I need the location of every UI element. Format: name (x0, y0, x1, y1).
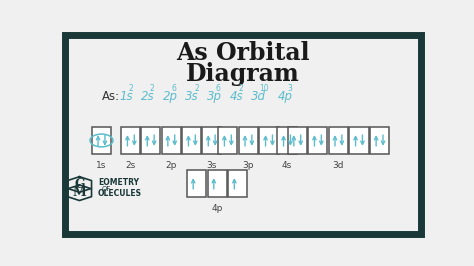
Text: 4s: 4s (229, 90, 243, 103)
Text: G: G (74, 178, 85, 191)
Text: OLECULES: OLECULES (98, 189, 142, 198)
Text: As Orbital: As Orbital (176, 41, 310, 65)
Bar (187, 170, 206, 197)
Text: 2: 2 (150, 84, 155, 93)
Bar (329, 127, 348, 154)
Text: Diagram: Diagram (186, 62, 300, 86)
Text: M: M (73, 186, 86, 199)
Bar (370, 127, 389, 154)
Text: 2s: 2s (141, 90, 155, 103)
Bar (277, 127, 297, 154)
Text: 3s: 3s (185, 90, 199, 103)
Text: 6: 6 (171, 84, 176, 93)
Bar (259, 127, 279, 154)
Text: 1s: 1s (96, 161, 107, 171)
Text: 3d: 3d (333, 161, 344, 171)
Text: 6: 6 (215, 84, 220, 93)
Text: 2: 2 (128, 84, 133, 93)
Text: 10: 10 (259, 84, 269, 93)
Bar (141, 127, 160, 154)
Text: 4s: 4s (282, 161, 292, 171)
Bar (208, 170, 227, 197)
Text: 1s: 1s (120, 90, 134, 103)
Text: 2: 2 (238, 84, 243, 93)
Bar (202, 127, 221, 154)
Bar (121, 127, 140, 154)
Bar (219, 127, 237, 154)
Text: OF: OF (101, 186, 111, 192)
Text: 4p: 4p (278, 90, 293, 103)
Text: 3p: 3p (207, 90, 221, 103)
Text: As:: As: (101, 90, 119, 103)
Bar (228, 170, 247, 197)
Bar (182, 127, 201, 154)
Text: 2s: 2s (126, 161, 136, 171)
Text: 2p: 2p (165, 161, 177, 171)
Bar (288, 127, 307, 154)
Text: 2: 2 (194, 84, 199, 93)
Bar (308, 127, 328, 154)
Text: 2p: 2p (163, 90, 177, 103)
Bar (349, 127, 369, 154)
Text: 3d: 3d (251, 90, 265, 103)
Text: 3: 3 (287, 84, 292, 93)
Bar (92, 127, 111, 154)
Bar (239, 127, 258, 154)
Text: 4p: 4p (211, 205, 223, 214)
Text: EOMETRY: EOMETRY (98, 178, 139, 187)
Text: 3p: 3p (243, 161, 254, 171)
Bar (162, 127, 181, 154)
Text: 3s: 3s (207, 161, 217, 171)
